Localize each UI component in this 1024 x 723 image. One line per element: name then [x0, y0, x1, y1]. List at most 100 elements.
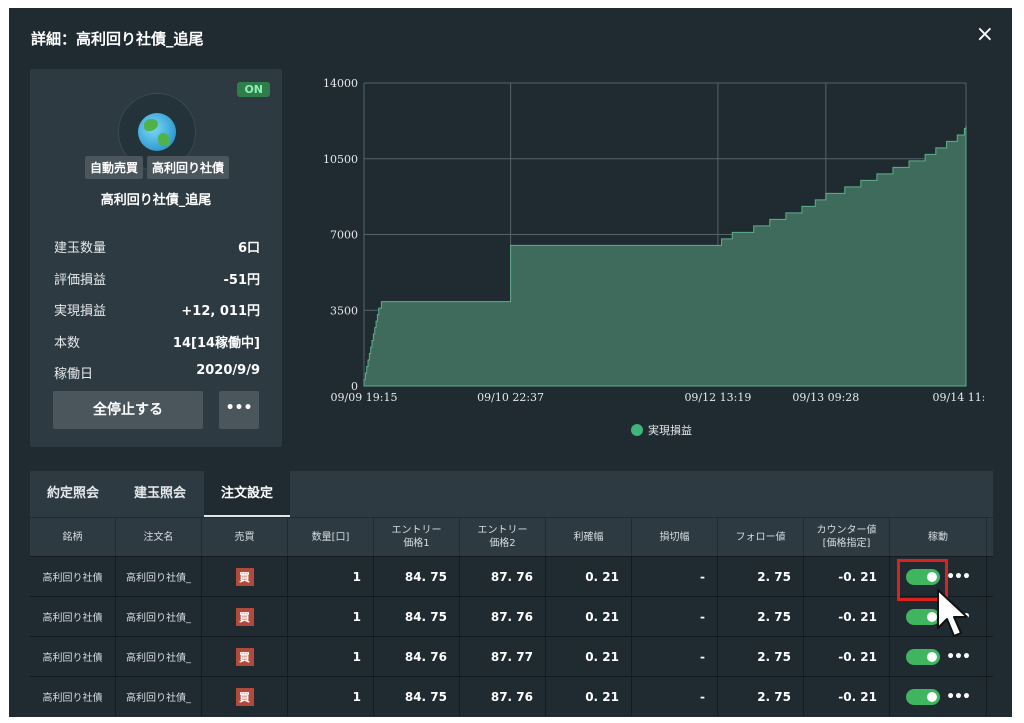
more-options-button[interactable]: ••• [219, 391, 259, 429]
cell-entry2: 87. 76 [460, 557, 546, 596]
header-cell: エントリー 価格1 [374, 518, 460, 556]
cell-active: ••• [890, 637, 987, 676]
cell-counter: -0. 21 [804, 597, 890, 636]
cell-active: ••• [890, 557, 987, 596]
toggle-knob [927, 651, 938, 662]
cell-entry1: 84. 75 [374, 557, 460, 596]
cell-counter: -0. 21 [804, 557, 890, 596]
cell-qty: 1 [288, 677, 374, 716]
cell-side: 買 [202, 677, 288, 716]
stat-label: 評価損益 [54, 273, 107, 288]
x-tick-label: 09/13 09:28 [792, 391, 859, 404]
stat-label: 実現損益 [54, 304, 107, 319]
stat-value: 2020/9/9 [196, 363, 260, 378]
detail-modal: 詳細：高利回り社債_追尾 × ON 自動売買 高利回り社債 高利回り社債_追尾 建… [9, 8, 1012, 717]
active-toggle[interactable] [906, 648, 941, 665]
tab-positions[interactable]: 建玉照会 [133, 486, 186, 501]
y-tick-label: 14000 [323, 77, 358, 90]
stat-label: 建玉数量 [54, 241, 107, 256]
cell-follow: 2. 75 [718, 557, 804, 596]
tag-category: 高利回り社債 [147, 156, 230, 179]
header-cell: 損切幅 [632, 518, 718, 556]
tab-order-settings[interactable]: 注文設定 [204, 471, 290, 517]
cell-stop: - [632, 677, 718, 716]
strategy-card: ON 自動売買 高利回り社債 高利回り社債_追尾 建玉数量 6口 評価損益 -51… [30, 69, 282, 447]
header-cell: カウンター値 [価格指定] [804, 518, 890, 556]
table-row: 高利回り社債 高利回り社債_ 買 1 84. 75 87. 76 0. 21-2. 75 -0… [30, 676, 993, 716]
cell-stop: - [632, 597, 718, 636]
cell-take: 0. 21 [546, 637, 632, 676]
pnl-chart: 0 3500 7000 10500 14000 09/09 19:15 09/10 22:3… [323, 77, 984, 437]
stat-value: +12, 011円 [181, 304, 260, 319]
cell-take: 0. 21 [546, 597, 632, 636]
tab-executions[interactable]: 約定照会 [46, 486, 99, 501]
table-row: 高利回り社債 高利回り社債_ 買 1 84. 75 87. 76 0. 21-2. 75 -0… [30, 596, 993, 636]
buy-badge: 買 [235, 687, 254, 706]
table-row: 高利回り社債 高利回り社債_ 買 1 84. 76 87. 77 0. 21-2. 75 -0… [30, 636, 993, 676]
toggle-knob [927, 611, 938, 622]
cell-order: 高利回り社債_ [116, 557, 202, 596]
buy-badge: 買 [235, 607, 254, 626]
active-toggle[interactable] [906, 568, 941, 585]
cell-counter: -0. 21 [804, 637, 890, 676]
row-more-button[interactable]: ••• [946, 648, 971, 665]
active-toggle[interactable] [906, 608, 941, 625]
stat-value: 6口 [237, 241, 260, 256]
y-tick-label: 7000 [330, 229, 358, 242]
header-cell: 利確幅 [546, 518, 632, 556]
header-cell: 銘柄 [30, 518, 116, 556]
cell-stop: - [632, 557, 718, 596]
row-more-button[interactable]: ••• [946, 688, 971, 705]
cell-take: 0. 21 [546, 557, 632, 596]
cell-follow: 2. 75 [718, 677, 804, 716]
close-icon[interactable]: × [975, 22, 994, 47]
toggle-highlight-box [897, 559, 948, 601]
cell-order: 高利回り社債_ [116, 597, 202, 636]
cell-qty: 1 [288, 557, 374, 596]
cell-follow: 2. 75 [718, 637, 804, 676]
table-row: 高利回り社債 高利回り社債_ 買 1 84. 75 87. 76 0. 21-2. 75 -0… [30, 556, 993, 596]
cell-qty: 1 [288, 597, 374, 636]
buy-badge: 買 [235, 647, 254, 666]
cell-order: 高利回り社債_ [116, 677, 202, 716]
stat-label: 本数 [54, 336, 81, 351]
stat-label: 稼働日 [54, 367, 94, 382]
cell-side: 買 [202, 637, 288, 676]
row-more-button[interactable]: ••• [946, 568, 971, 585]
cell-brand: 高利回り社債 [30, 597, 116, 636]
cell-entry2: 87. 77 [460, 637, 546, 676]
cell-take: 0. 21 [546, 677, 632, 716]
table-header: 銘柄 注文名 売買 数量[口] エントリー 価格1 エントリー 価格2 利確幅 … [30, 518, 993, 556]
cell-stop: - [632, 637, 718, 676]
modal-title: 詳細：高利回り社債_追尾 [31, 30, 204, 48]
cell-side: 買 [202, 557, 288, 596]
cell-entry2: 87. 76 [460, 597, 546, 636]
x-tick-label: 09/14 11:38 [933, 391, 984, 404]
cell-brand: 高利回り社債 [30, 677, 116, 716]
buy-badge: 買 [235, 567, 254, 586]
stop-all-button[interactable]: 全停止する [53, 391, 203, 429]
y-tick-label: 0 [351, 380, 358, 393]
toggle-knob [927, 571, 938, 582]
header-cell: 稼動 [890, 518, 987, 556]
active-toggle[interactable] [906, 688, 941, 705]
header-cell: エントリー 価格2 [460, 518, 546, 556]
cell-side: 買 [202, 597, 288, 636]
tag-list: 自動売買 高利回り社債 [85, 156, 285, 179]
tab-bar: 約定照会 建玉照会 注文設定 [30, 471, 993, 517]
cell-counter: -0. 21 [804, 677, 890, 716]
header-cell: フォロー値 [718, 518, 804, 556]
header-cell: 売買 [202, 518, 288, 556]
cell-entry1: 84. 76 [374, 637, 460, 676]
cell-order: 高利回り社債_ [116, 637, 202, 676]
globe-icon [138, 113, 176, 151]
y-tick-label: 3500 [330, 304, 358, 317]
cell-active: ••• [890, 677, 987, 716]
y-tick-label: 10500 [323, 153, 358, 166]
cell-qty: 1 [288, 637, 374, 676]
cell-brand: 高利回り社債 [30, 637, 116, 676]
legend-label: 実現損益 [648, 423, 692, 437]
stat-value: 14[14稼働中] [172, 336, 260, 351]
x-tick-label: 09/09 19:15 [331, 391, 398, 404]
tag-auto-trade: 自動売買 [85, 156, 144, 179]
